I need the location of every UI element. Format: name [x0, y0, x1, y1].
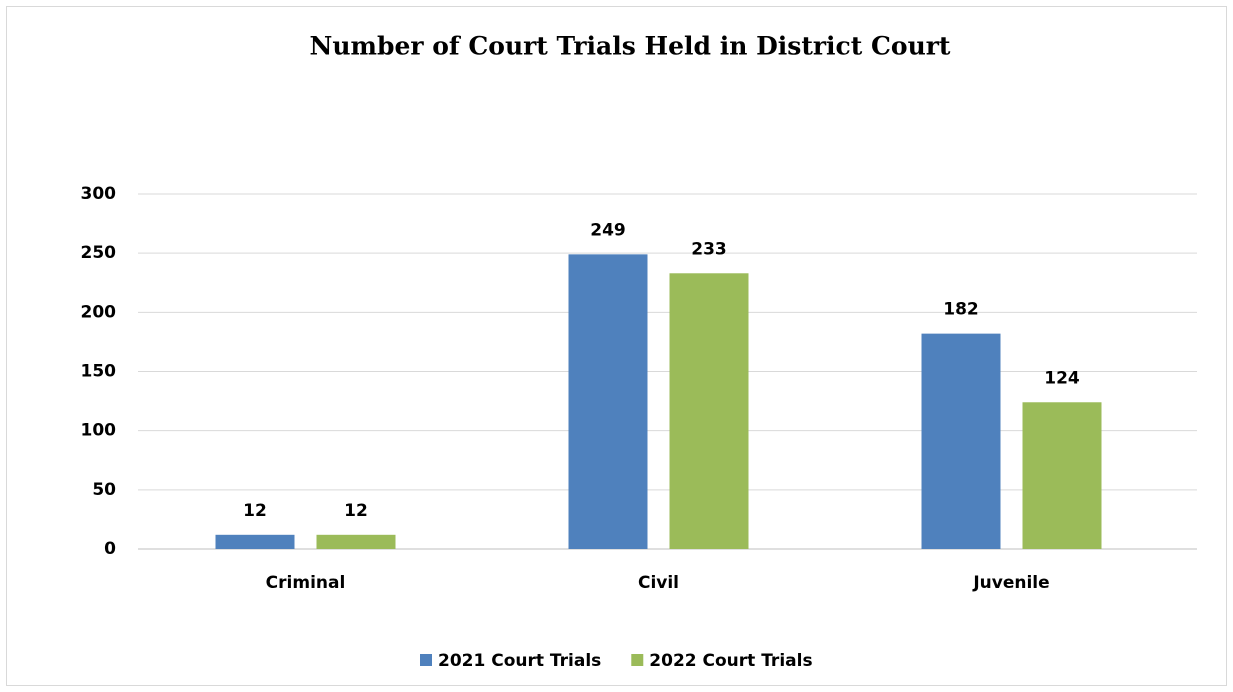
bar	[215, 534, 295, 549]
bar	[921, 333, 1001, 549]
bar	[669, 273, 749, 549]
data-label: 12	[243, 501, 267, 521]
y-tick-label: 300	[81, 184, 117, 204]
chart-title: Number of Court Trials Held in District …	[310, 32, 951, 61]
y-tick-label: 0	[104, 539, 116, 559]
x-tick-label: Civil	[638, 573, 679, 593]
legend-swatch	[631, 654, 644, 666]
y-tick-label: 150	[81, 362, 117, 382]
y-tick-label: 100	[81, 421, 117, 441]
bar	[568, 254, 648, 549]
y-tick-label: 200	[81, 302, 117, 322]
bar	[1022, 402, 1102, 549]
y-tick-label: 250	[81, 243, 117, 263]
y-tick-label: 50	[92, 480, 116, 500]
legend-label: 2022 Court Trials	[649, 651, 812, 671]
data-label: 249	[590, 220, 626, 240]
data-label: 182	[943, 300, 979, 320]
x-tick-label: Criminal	[266, 573, 346, 593]
data-label: 233	[691, 239, 727, 259]
data-label: 12	[344, 501, 368, 521]
legend-label: 2021 Court Trials	[438, 651, 601, 671]
x-tick-label: Juvenile	[972, 573, 1049, 593]
data-label: 124	[1044, 368, 1080, 388]
bar	[316, 534, 396, 549]
legend-swatch	[420, 654, 432, 666]
